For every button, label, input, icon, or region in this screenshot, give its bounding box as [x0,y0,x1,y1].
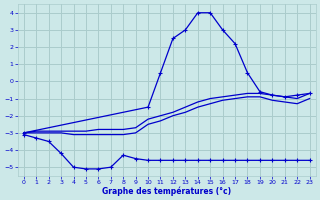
X-axis label: Graphe des températures (°c): Graphe des températures (°c) [102,186,231,196]
